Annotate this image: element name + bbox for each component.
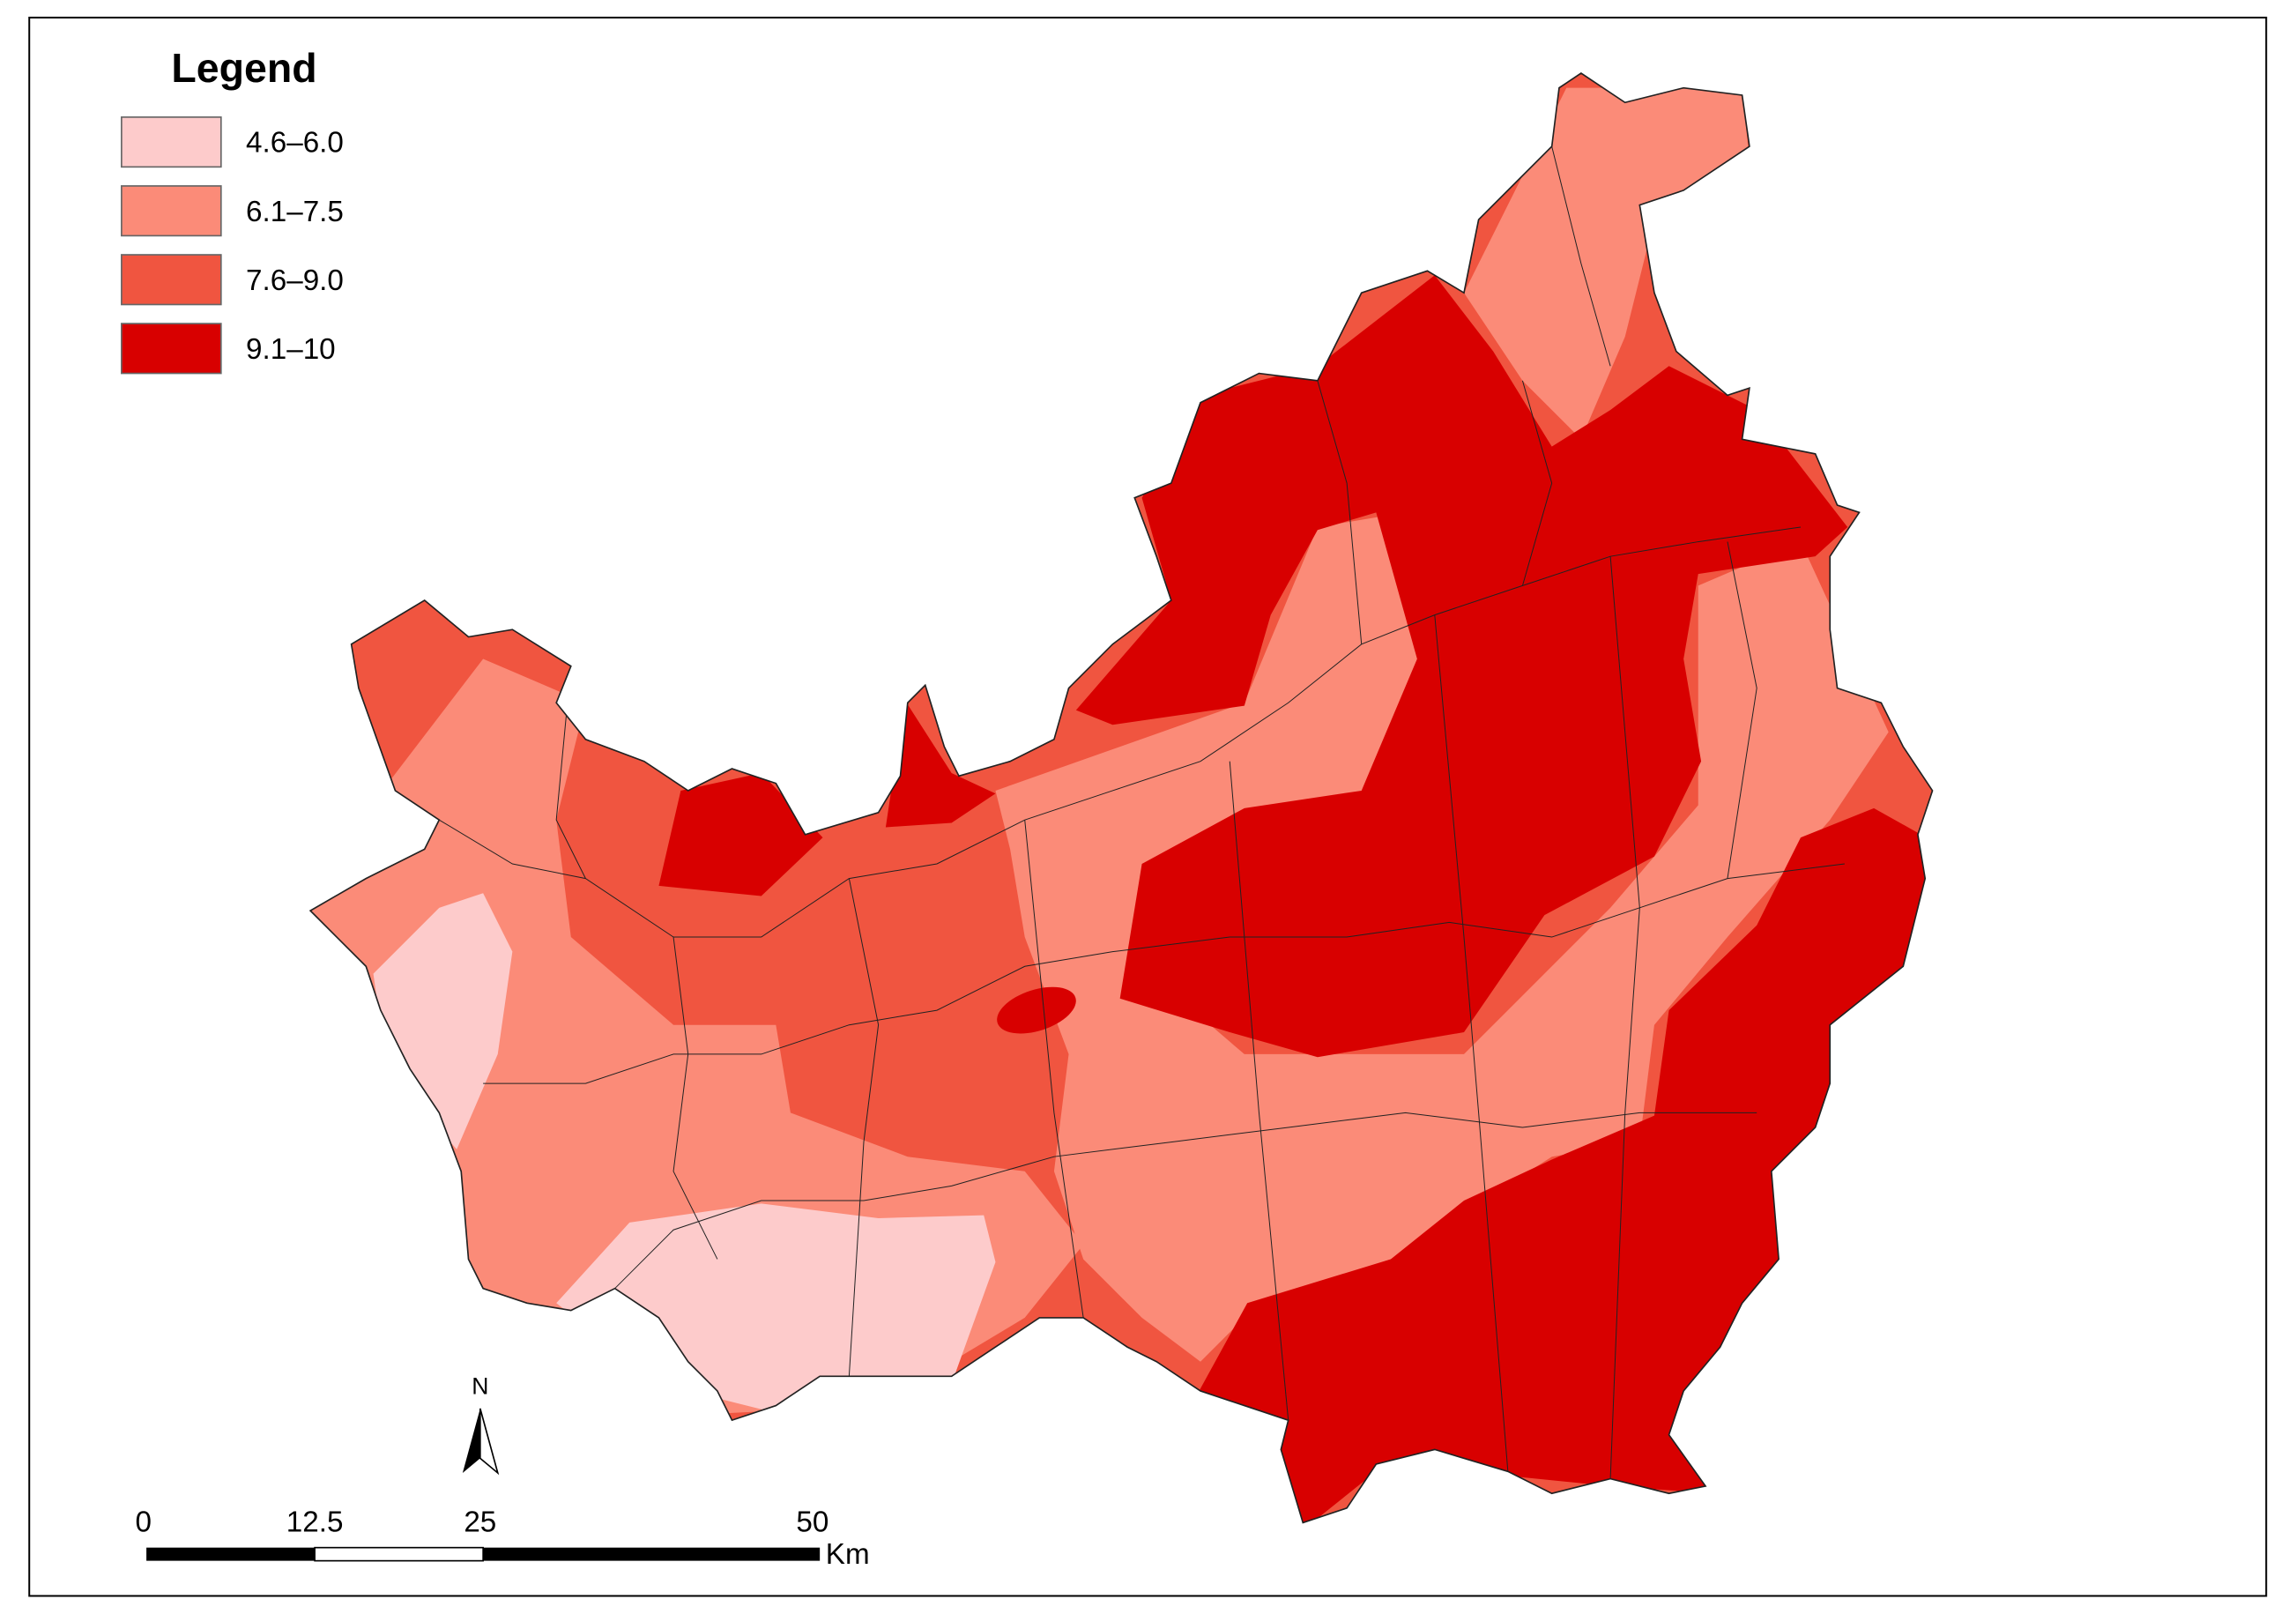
zone [658,773,823,896]
scale-segment [146,1547,316,1561]
scale-unit: Km [826,1538,870,1571]
legend-label: 4.6–6.0 [246,127,344,160]
scale-label: 50 [796,1506,828,1538]
legend-swatch [121,323,222,375]
zone [997,986,1076,1034]
legend-title: Legend [171,45,316,91]
zone [1075,275,1848,1058]
legend-swatch [121,254,222,306]
scale-segment [314,1546,484,1562]
zone [885,699,996,828]
zone [995,512,1889,1362]
arrow-right [479,1408,500,1476]
scale-label: 12.5 [286,1506,344,1538]
legend-label: 9.1–10 [246,333,336,366]
scale-label: 0 [136,1506,152,1538]
scale-label: 25 [464,1506,496,1538]
legend: 4.6–6.0 6.1–7.5 7.6–9.0 9.1–10 [121,116,344,375]
north-label: N [472,1372,488,1399]
district-borders [439,145,1845,1479]
legend-swatch [121,116,222,168]
zone [373,893,513,1149]
zone [1464,87,1750,440]
zone [1197,807,1933,1523]
legend-label: 6.1–7.5 [246,196,344,228]
legend-label: 7.6–9.0 [246,264,344,297]
legend-swatch [121,185,222,237]
scale-bar: 0 12.5 25 50 Km [136,1506,870,1571]
scale-segment [483,1547,821,1561]
